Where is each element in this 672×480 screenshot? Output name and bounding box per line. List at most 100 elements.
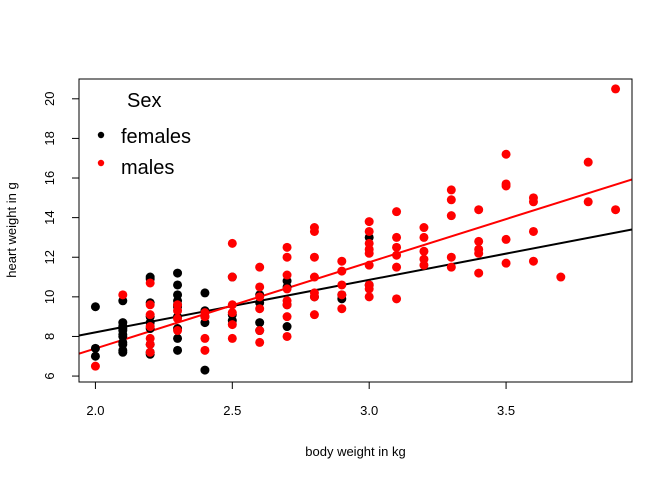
data-point-males: [173, 314, 183, 324]
data-point-males: [337, 256, 347, 266]
data-point-males: [392, 232, 402, 242]
data-point-males: [255, 326, 265, 336]
data-point-males: [446, 185, 456, 195]
data-point-males: [364, 226, 374, 236]
legend-label-males: males: [121, 157, 174, 179]
data-point-males: [474, 268, 484, 278]
data-point-males: [282, 296, 292, 306]
data-point-males: [501, 234, 511, 244]
data-point-males: [173, 326, 183, 336]
x-axis: 2.0 2.5 3.0 3.5: [86, 381, 515, 418]
data-point-males: [337, 280, 347, 290]
data-point-males: [474, 236, 484, 246]
legend: Sex females males: [97, 90, 191, 179]
y-axis-title: heart weight in g: [4, 182, 19, 277]
data-point-females: [282, 322, 292, 332]
data-point-males: [255, 337, 265, 347]
data-point-males: [227, 320, 237, 330]
data-point-males: [611, 205, 621, 215]
legend-swatch-females: [97, 131, 105, 139]
data-point-females: [255, 318, 265, 328]
data-point-males: [528, 256, 538, 266]
data-point-males: [309, 223, 319, 233]
legend-label-females: females: [121, 126, 191, 148]
data-point-males: [282, 270, 292, 280]
data-point-males: [446, 195, 456, 205]
data-point-males: [364, 238, 374, 248]
x-tick-label: 3.5: [497, 403, 515, 418]
data-point-males: [145, 347, 155, 357]
y-tick-label: 16: [42, 171, 57, 185]
y-tick-label: 14: [42, 210, 57, 224]
data-point-males: [446, 252, 456, 262]
data-point-males: [145, 310, 155, 320]
x-tick-label: 2.5: [223, 403, 241, 418]
data-point-males: [200, 345, 210, 355]
data-point-males: [501, 258, 511, 268]
data-point-males: [118, 290, 128, 300]
x-tick-label: 2.0: [86, 403, 104, 418]
data-point-males: [282, 331, 292, 341]
data-point-males: [474, 205, 484, 215]
data-point-males: [392, 207, 402, 217]
data-point-males: [501, 179, 511, 189]
data-point-males: [227, 272, 237, 282]
data-point-males: [392, 294, 402, 304]
data-point-males: [255, 262, 265, 272]
legend-title: Sex: [127, 90, 161, 112]
y-tick-label: 20: [42, 92, 57, 106]
data-point-males: [392, 250, 402, 260]
data-point-males: [364, 280, 374, 290]
data-point-males: [419, 232, 429, 242]
data-point-males: [474, 244, 484, 254]
data-point-females: [118, 318, 128, 328]
data-point-males: [282, 242, 292, 252]
data-point-males: [200, 333, 210, 343]
data-point-females: [173, 333, 183, 343]
y-tick-label: 12: [42, 250, 57, 264]
data-point-males: [309, 310, 319, 320]
data-point-males: [227, 333, 237, 343]
data-point-males: [446, 211, 456, 221]
data-point-males: [309, 272, 319, 282]
data-point-females: [173, 280, 183, 290]
data-point-females: [90, 302, 100, 312]
data-point-males: [282, 312, 292, 322]
data-point-males: [227, 308, 237, 318]
y-tick-label: 6: [42, 372, 57, 379]
data-point-males: [145, 278, 155, 288]
data-point-males: [419, 223, 429, 233]
data-point-males: [227, 300, 237, 310]
data-points: [90, 84, 621, 375]
data-point-males: [392, 242, 402, 252]
data-point-males: [173, 300, 183, 310]
data-point-males: [528, 193, 538, 203]
regression-line-males: [79, 178, 632, 355]
y-axis: 6 8 10 12 14 16 18 20: [42, 92, 80, 380]
data-point-males: [419, 246, 429, 256]
data-point-males: [309, 252, 319, 262]
data-point-males: [282, 284, 292, 294]
data-point-males: [583, 197, 593, 207]
data-point-females: [200, 365, 210, 375]
data-point-males: [611, 84, 621, 94]
data-point-females: [173, 345, 183, 355]
x-tick-label: 3.0: [360, 403, 378, 418]
data-point-males: [337, 266, 347, 276]
data-point-males: [227, 238, 237, 248]
data-point-females: [90, 351, 100, 361]
data-point-males: [145, 322, 155, 332]
regression-line-females: [79, 228, 632, 337]
y-tick-label: 8: [42, 333, 57, 340]
data-point-males: [446, 262, 456, 272]
data-point-males: [282, 252, 292, 262]
legend-swatch-males: [97, 159, 105, 167]
data-point-males: [145, 300, 155, 310]
data-point-males: [501, 149, 511, 159]
data-point-males: [337, 290, 347, 300]
data-point-males: [583, 157, 593, 167]
data-point-males: [392, 262, 402, 272]
data-point-males: [255, 304, 265, 314]
